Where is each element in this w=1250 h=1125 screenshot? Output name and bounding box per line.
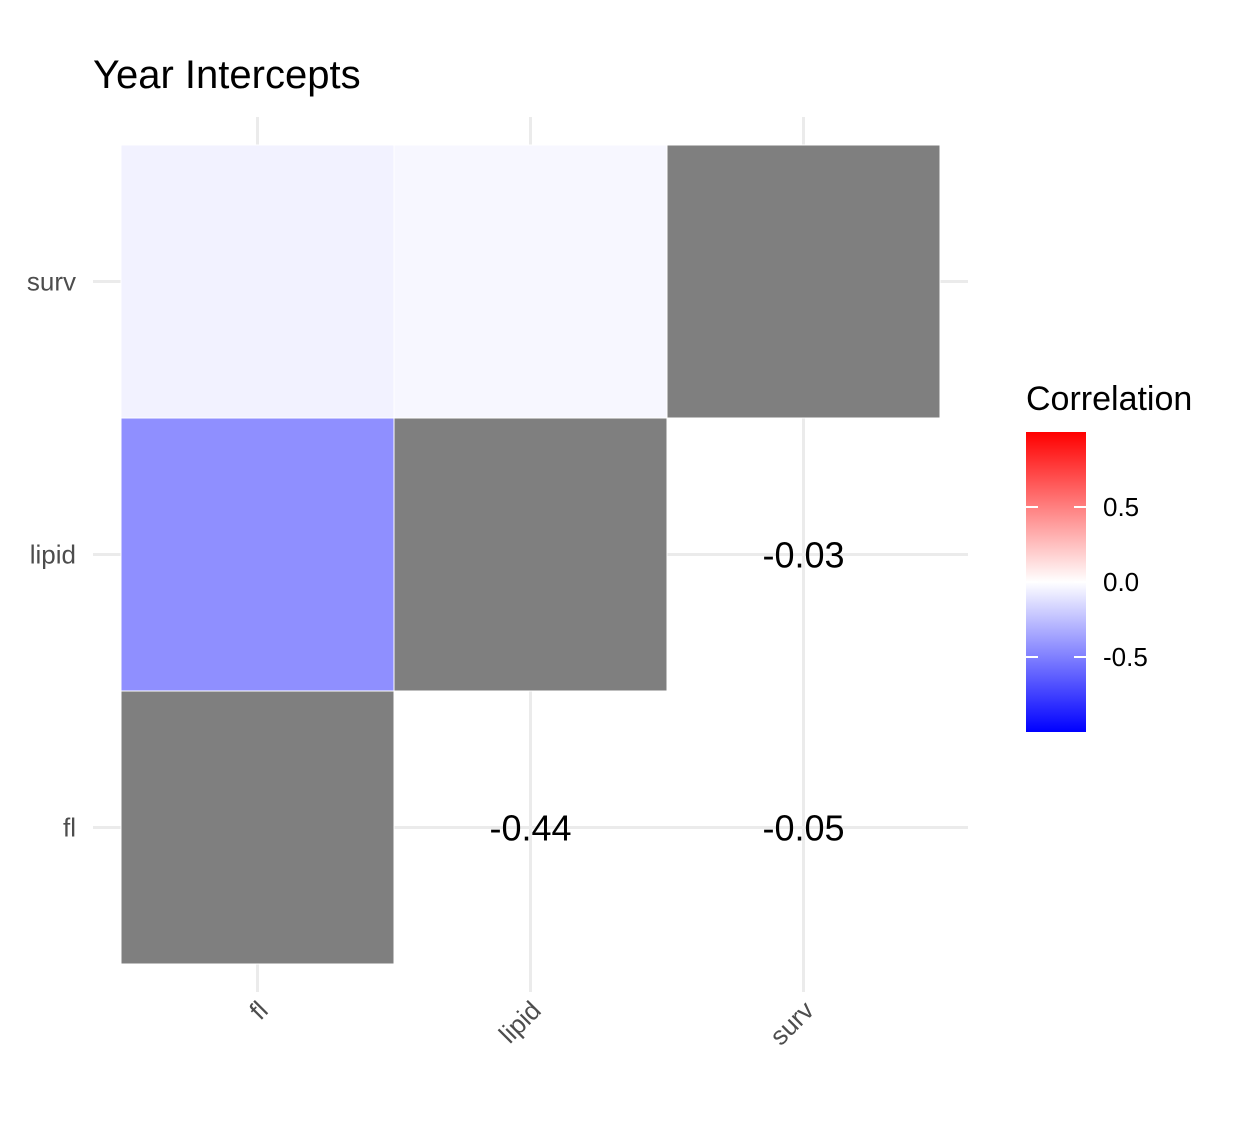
x-tick-label-lipid: lipid	[493, 995, 547, 1049]
chart-title: Year Intercepts	[93, 53, 361, 97]
heatmap-cells	[120, 144, 941, 965]
legend-ticks: 0.5 0.0 -0.5	[1026, 492, 1148, 672]
cell-label-surv-fl: -0.05	[762, 808, 844, 849]
x-axis-tick-labels: fl lipid surv	[243, 995, 819, 1051]
y-tick-label-fl: fl	[63, 813, 76, 843]
cell-labels: -0.44 -0.05 -0.03	[489, 535, 844, 849]
y-tick-label-lipid: lipid	[30, 540, 76, 570]
cell-label-lipid-fl: -0.44	[489, 808, 571, 849]
legend-title: Correlation	[1026, 380, 1192, 418]
heatmap-cell-fl-fl	[120, 690, 395, 965]
heatmap-cell-fl-lipid	[120, 417, 395, 692]
y-tick-label-surv: surv	[27, 267, 76, 297]
legend-label-2: -0.5	[1103, 642, 1148, 672]
cell-label-surv-lipid: -0.03	[762, 535, 844, 576]
heatmap-cell-lipid-surv	[393, 144, 668, 419]
legend-label-0: 0.5	[1103, 492, 1139, 522]
y-axis-tick-labels: fl lipid surv	[27, 267, 76, 843]
legend: Correlation 0.5 0.0 -0.5	[1026, 380, 1192, 732]
legend-label-1: 0.0	[1103, 567, 1139, 597]
heatmap-cell-fl-surv	[120, 144, 395, 419]
x-tick-label-surv: surv	[764, 995, 820, 1051]
heatmap-cell-lipid-lipid	[393, 417, 668, 692]
heatmap-cell-surv-surv	[666, 144, 941, 419]
x-tick-label-fl: fl	[243, 995, 273, 1025]
